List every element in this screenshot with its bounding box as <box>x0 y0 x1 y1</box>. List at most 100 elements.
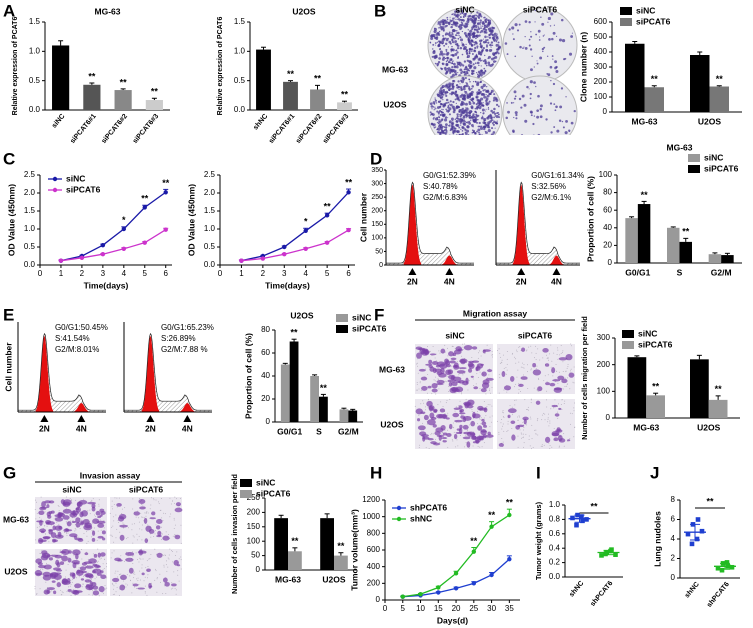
y-tick-label: 0.0 <box>24 260 36 269</box>
colony <box>480 29 484 33</box>
pore <box>569 423 571 425</box>
y-tick-label: 0 <box>256 565 261 574</box>
pore <box>531 424 533 426</box>
x-tick-label: MG-63 <box>275 574 301 584</box>
colony <box>467 38 470 42</box>
colony <box>455 49 458 52</box>
pore <box>558 446 560 448</box>
cell <box>148 528 155 534</box>
cell <box>137 550 147 554</box>
x-tick-label: G2/M <box>711 267 732 277</box>
cell <box>429 353 437 356</box>
pore <box>476 373 478 375</box>
colony <box>555 35 558 37</box>
pore <box>91 536 93 538</box>
colony <box>552 143 554 145</box>
cell <box>462 424 469 430</box>
colony <box>464 121 466 123</box>
pore <box>80 519 82 521</box>
colony <box>464 128 466 130</box>
pore <box>34 585 36 587</box>
colony <box>537 29 541 33</box>
colony <box>430 114 432 116</box>
colony <box>476 100 478 102</box>
colony <box>453 92 457 96</box>
cell <box>522 416 529 421</box>
colony <box>560 18 564 22</box>
cell <box>417 425 426 431</box>
legend-swatch <box>336 325 348 333</box>
colony <box>446 136 448 138</box>
pore <box>170 588 172 590</box>
colony <box>455 120 459 123</box>
colony <box>471 85 474 88</box>
colony <box>451 38 453 41</box>
colony <box>454 18 456 20</box>
colony <box>571 32 573 34</box>
y-tick-label: 0.5 <box>204 242 216 251</box>
pore <box>160 539 162 541</box>
colony <box>461 22 464 24</box>
pore <box>83 498 85 500</box>
pore <box>76 577 78 579</box>
cell <box>61 549 70 556</box>
pore <box>447 429 449 431</box>
colony <box>444 42 448 46</box>
cell <box>91 537 96 542</box>
bar <box>274 518 288 570</box>
colony <box>468 114 471 117</box>
colony <box>436 116 439 119</box>
pore <box>166 570 168 572</box>
y-tick-label: 1.5 <box>204 206 216 215</box>
colony <box>481 49 484 52</box>
cell <box>486 434 494 438</box>
pore <box>40 496 42 498</box>
significance: ** <box>651 74 659 84</box>
pore <box>418 447 420 449</box>
pore <box>53 518 55 520</box>
colony <box>498 45 502 49</box>
colony <box>513 90 517 94</box>
pore <box>111 582 113 584</box>
pore <box>70 499 72 501</box>
pore <box>41 549 43 551</box>
pore <box>447 446 449 448</box>
cell <box>174 507 183 513</box>
colony <box>472 136 474 138</box>
colony <box>460 21 463 24</box>
pore <box>511 406 513 408</box>
pore <box>502 412 504 414</box>
point <box>574 522 579 528</box>
pore <box>113 550 115 552</box>
bar <box>644 87 664 112</box>
pore <box>572 381 574 383</box>
pore <box>35 539 37 541</box>
colony <box>492 119 494 121</box>
pore <box>113 541 115 543</box>
pore <box>136 588 138 590</box>
cell <box>157 530 162 536</box>
pore <box>96 561 98 563</box>
cycle-stat: G2/M:6.1% <box>531 193 571 202</box>
pore <box>517 419 519 421</box>
pore <box>489 426 491 428</box>
legend-label: siNC <box>704 152 723 162</box>
y-axis-label: Proportion of cell (%) <box>585 176 595 262</box>
colony <box>450 68 453 71</box>
pore <box>98 499 100 501</box>
colony <box>459 36 462 39</box>
y-tick-label: 1.5 <box>29 17 41 26</box>
pore <box>177 570 179 572</box>
pore <box>536 365 538 367</box>
pore <box>469 424 471 426</box>
pore <box>72 520 74 522</box>
point <box>121 226 127 232</box>
colony <box>478 134 481 135</box>
colony <box>445 108 447 111</box>
colony <box>476 118 479 121</box>
colony <box>533 81 536 84</box>
pore <box>546 406 548 408</box>
pore <box>427 407 429 409</box>
pore <box>180 524 182 526</box>
colony <box>483 24 487 28</box>
